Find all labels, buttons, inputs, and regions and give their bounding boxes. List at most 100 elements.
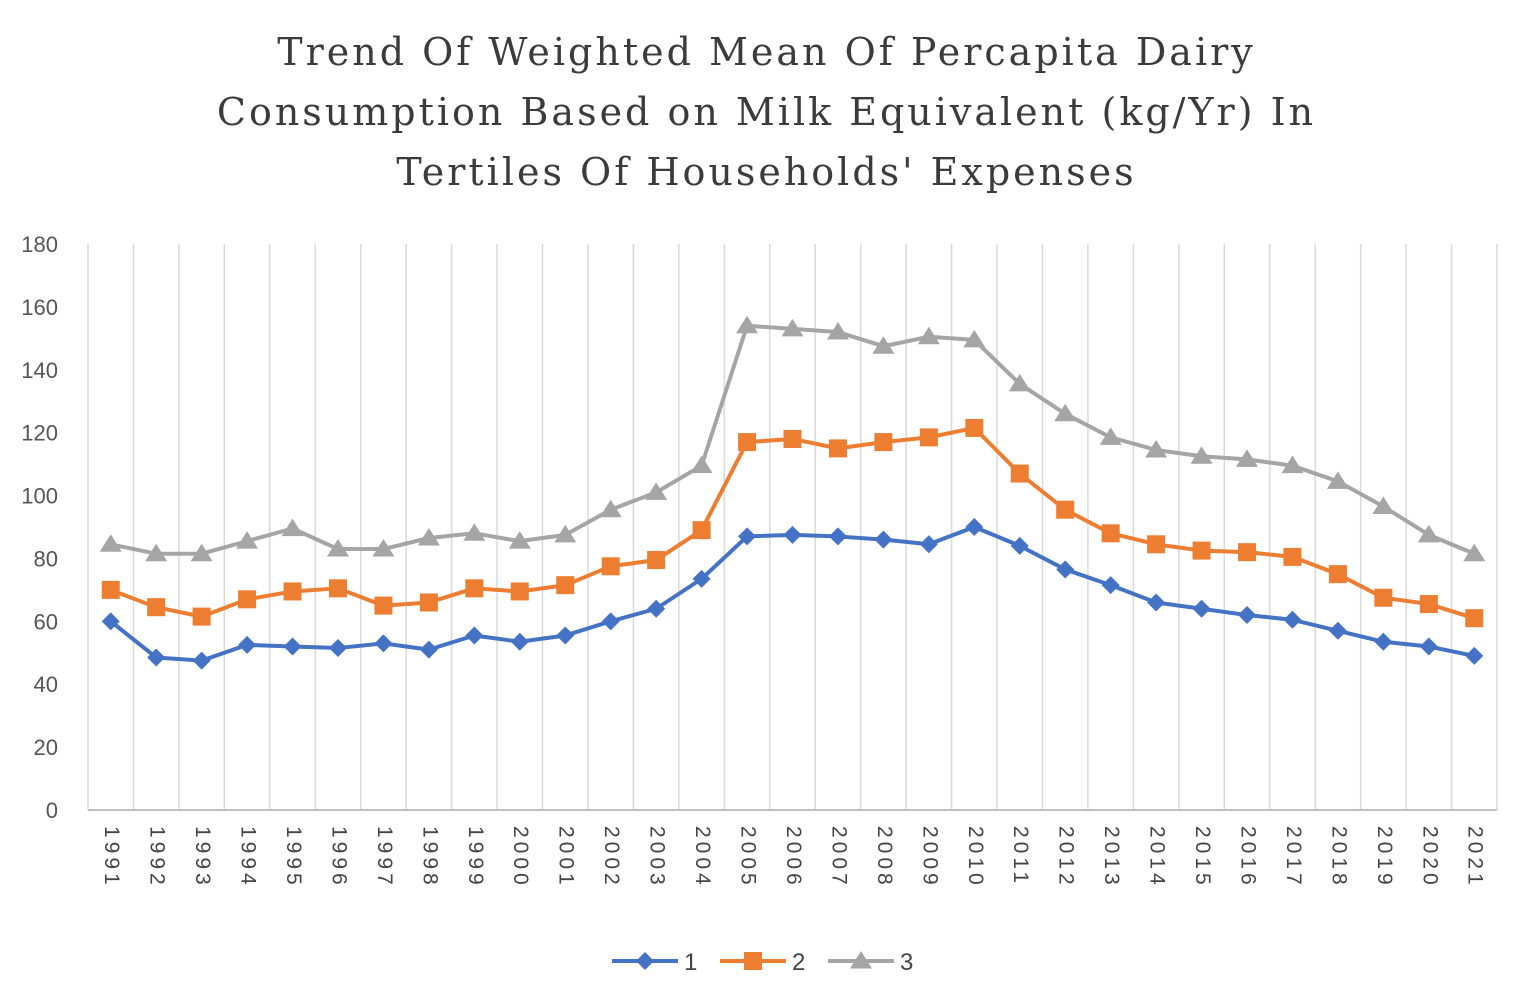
x-tick-label: 2013 — [1100, 826, 1123, 889]
triangle-marker — [599, 499, 622, 518]
x-tick-label: 2001 — [555, 826, 578, 889]
diamond-marker — [874, 530, 893, 549]
triangle-marker — [372, 539, 395, 557]
y-tick-label: 120 — [21, 421, 58, 446]
triangle-marker — [326, 539, 349, 557]
triangle-marker — [1463, 543, 1486, 562]
legend-item-1: 1 — [612, 949, 697, 976]
triangle-marker — [850, 951, 872, 969]
diamond-marker — [238, 635, 257, 654]
square-marker — [556, 576, 575, 595]
square-marker — [1283, 547, 1302, 566]
diamond-marker — [692, 569, 711, 588]
square-marker — [1056, 500, 1075, 519]
square-marker — [965, 418, 984, 437]
triangle-marker — [1190, 446, 1213, 464]
x-tick-label: 2005 — [737, 826, 760, 889]
legend-label: 2 — [792, 949, 805, 976]
diamond-marker — [1419, 637, 1438, 656]
square-marker — [692, 521, 711, 540]
square-marker — [238, 590, 257, 609]
diamond-marker — [1283, 610, 1302, 629]
x-tick-label: 2014 — [1146, 826, 1169, 889]
diamond-marker — [510, 632, 529, 651]
triangle-marker — [963, 329, 986, 348]
diamond-marker — [374, 634, 393, 653]
x-tick-label: 2010 — [964, 826, 987, 889]
x-tick-label: 2012 — [1055, 826, 1078, 889]
square-marker — [374, 596, 393, 615]
x-tick-label: 1998 — [418, 826, 441, 889]
triangle-marker — [872, 336, 895, 354]
triangle-marker — [463, 523, 486, 541]
x-tick-label: 2000 — [509, 826, 532, 889]
diamond-marker — [647, 599, 666, 618]
diamond-marker — [1147, 593, 1166, 612]
y-tick-label: 100 — [21, 484, 58, 509]
triangle-marker — [1145, 439, 1168, 458]
diamond-marker — [783, 525, 802, 544]
x-tick-label: 1991 — [100, 826, 123, 889]
x-tick-label: 1997 — [373, 826, 396, 889]
triangle-marker — [281, 518, 304, 537]
y-tick-label: 140 — [21, 358, 58, 383]
triangle-marker — [417, 528, 440, 546]
series-1 — [101, 518, 1484, 670]
diamond-marker — [419, 640, 438, 659]
diamond-marker — [101, 612, 120, 631]
x-tick-label: 2018 — [1327, 826, 1350, 889]
diamond-marker — [1374, 632, 1393, 651]
diamond-marker — [1010, 536, 1029, 555]
x-tick-label: 2015 — [1191, 826, 1214, 889]
square-marker — [738, 433, 757, 452]
triangle-marker — [190, 543, 213, 562]
series-2 — [101, 418, 1484, 628]
diamond-marker — [738, 527, 757, 546]
diamond-marker — [556, 626, 575, 645]
y-tick-label: 0 — [46, 798, 58, 823]
square-marker — [744, 952, 762, 970]
diamond-marker — [636, 952, 654, 970]
chart-title-line-1: Trend Of Weighted Mean Of Percapita Dair… — [277, 30, 1256, 74]
diamond-marker — [1192, 599, 1211, 618]
y-tick-label: 160 — [21, 295, 58, 320]
square-marker — [419, 593, 438, 612]
triangle-marker — [1281, 455, 1304, 474]
triangle-marker — [917, 326, 940, 345]
square-marker — [1465, 609, 1484, 628]
x-tick-label: 2017 — [1282, 826, 1305, 889]
square-marker — [1010, 464, 1029, 483]
triangle-marker — [1417, 524, 1440, 543]
square-marker — [1328, 565, 1347, 584]
square-marker — [601, 557, 620, 576]
axes: 0 20 40 60 80 100 120 140 160 180 1991 1992 1993 1994… — [21, 232, 1497, 889]
x-tick-label: 1992 — [146, 826, 169, 889]
x-tick-label: 1999 — [464, 826, 487, 889]
triangle-marker — [99, 534, 122, 552]
square-marker — [283, 582, 302, 601]
triangle-marker — [554, 524, 577, 543]
x-tick-label: 2009 — [918, 826, 941, 889]
diamond-marker — [1056, 560, 1075, 579]
triangle-marker — [690, 455, 713, 474]
chart-title-line-3: Tertiles Of Households' Expenses — [396, 150, 1137, 194]
legend: 1 2 3 — [612, 949, 913, 976]
diamond-marker — [828, 527, 847, 546]
x-tick-label: 2019 — [1373, 826, 1396, 889]
square-marker — [1374, 588, 1393, 607]
series-3 — [99, 315, 1486, 562]
diamond-marker — [192, 651, 211, 670]
triangle-marker — [145, 543, 168, 562]
diamond-marker — [328, 639, 347, 658]
y-tick-label: 80 — [34, 546, 58, 571]
x-tick-label: 2020 — [1418, 826, 1441, 889]
y-tick-label: 20 — [34, 735, 58, 760]
legend-item-3: 3 — [828, 949, 913, 976]
triangle-marker — [826, 322, 849, 340]
x-tick-label: 1995 — [282, 826, 305, 889]
series-lines — [99, 315, 1486, 670]
diamond-marker — [1238, 606, 1257, 625]
triangle-marker — [508, 531, 531, 549]
x-tick-label: 1994 — [237, 826, 260, 889]
